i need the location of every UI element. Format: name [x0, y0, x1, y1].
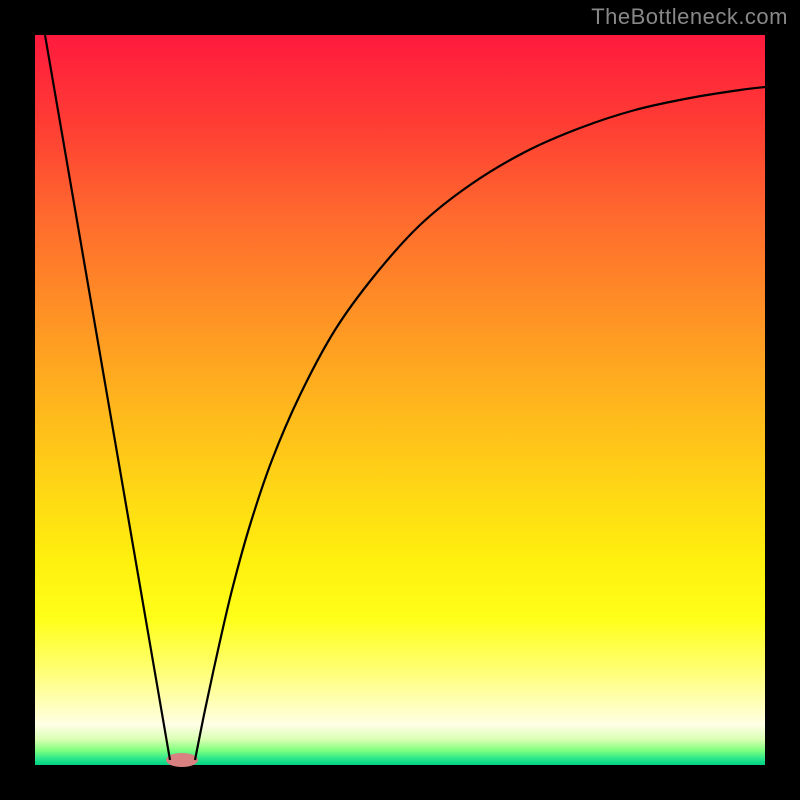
watermark-text: TheBottleneck.com: [591, 4, 788, 30]
bottleneck-chart: [0, 0, 800, 800]
chart-plot-area: [35, 35, 765, 765]
minimum-marker: [166, 753, 198, 767]
